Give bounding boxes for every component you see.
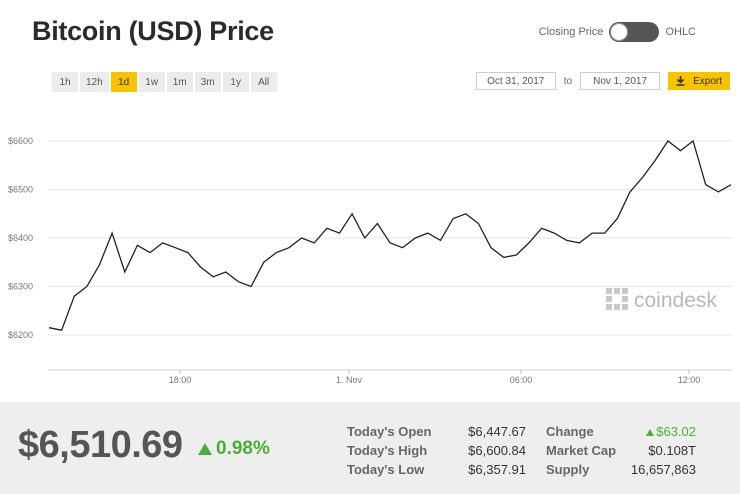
range-button-1d[interactable]: 1d <box>110 72 137 92</box>
y-tick-label: $6600 <box>8 136 33 146</box>
change-value: $63.02 <box>620 422 696 441</box>
date-to-input[interactable] <box>580 72 661 90</box>
y-tick-label: $6400 <box>8 233 33 243</box>
coindesk-watermark: coindesk <box>606 288 717 312</box>
time-range-selector: 1h 12h 1d 1w 1m 3m 1y All <box>52 72 277 92</box>
export-label: Export <box>693 75 722 87</box>
range-button-All[interactable]: All <box>250 72 277 92</box>
change-percent-value: 0.98% <box>216 438 270 459</box>
x-tick-label: 1. Nov <box>336 375 363 385</box>
toggle-knob[interactable] <box>610 23 629 41</box>
today-open-label: Today's Open <box>347 424 432 439</box>
range-button-1y[interactable]: 1y <box>222 72 249 92</box>
x-tick-label: 06:00 <box>510 375 533 385</box>
price-change-percent: 0.98% <box>198 438 270 460</box>
closing-price-label: Closing Price <box>538 26 604 38</box>
today-low-label: Today's Low <box>347 462 425 477</box>
today-high-label: Today's High <box>347 443 428 458</box>
range-button-1h[interactable]: 1h <box>52 72 78 92</box>
y-tick-label: $6300 <box>8 282 33 292</box>
today-open-value: $6,447.67 <box>468 424 526 439</box>
date-separator: to <box>563 75 573 87</box>
stat-values-left: $6,447.67 $6,600.84 $6,357.91 <box>440 422 526 479</box>
range-button-1w[interactable]: 1w <box>138 72 165 92</box>
current-price: $6,510.69 <box>18 424 183 466</box>
stat-labels-left: Today's Open Today's High Today's Low <box>347 422 431 479</box>
stat-values-right: $63.02 $0.108T 16,657,863 <box>620 422 696 479</box>
change-amount: $63.02 <box>656 424 696 439</box>
market-cap-label: Market Cap <box>546 443 617 458</box>
page-title: Bitcoin (USD) Price <box>32 16 274 46</box>
price-mode-toggle[interactable] <box>609 22 660 42</box>
stat-labels-right: Change Market Cap Supply <box>546 422 616 479</box>
y-tick-label: $6500 <box>8 185 33 195</box>
download-icon <box>676 76 685 86</box>
x-tick-label: 12:00 <box>678 375 701 385</box>
coindesk-logo-icon <box>606 288 628 310</box>
ohlc-label: OHLC <box>665 26 696 38</box>
today-low-value: $6,357.91 <box>468 462 526 477</box>
y-tick-label: $6200 <box>8 330 33 340</box>
market-cap-value: $0.108T <box>648 443 696 458</box>
range-button-12h[interactable]: 12h <box>80 72 109 92</box>
change-label: Change <box>546 424 594 439</box>
up-arrow-icon <box>198 443 212 455</box>
supply-value: 16,657,863 <box>630 462 696 477</box>
stats-panel: $6,510.69 0.98% Today's Open Today's Hig… <box>0 402 740 494</box>
up-arrow-small-icon <box>646 429 655 436</box>
price-series-line <box>48 139 732 331</box>
range-button-1m[interactable]: 1m <box>166 72 193 92</box>
export-button[interactable]: Export <box>668 72 730 90</box>
date-range: to Export <box>475 72 730 90</box>
date-from-input[interactable] <box>475 72 556 90</box>
range-button-3m[interactable]: 3m <box>194 72 221 92</box>
x-tick-label: 18:00 <box>169 375 192 385</box>
price-chart: $6600 $6500 $6400 $6300 $6200 18:00 1. Nov 06:… <box>8 136 732 385</box>
coindesk-text: coindesk <box>634 289 717 312</box>
supply-label: Supply <box>546 462 590 477</box>
today-high-value: $6,600.84 <box>468 443 526 458</box>
price-mode-toggle-group: Closing Price OHLC <box>539 22 696 42</box>
